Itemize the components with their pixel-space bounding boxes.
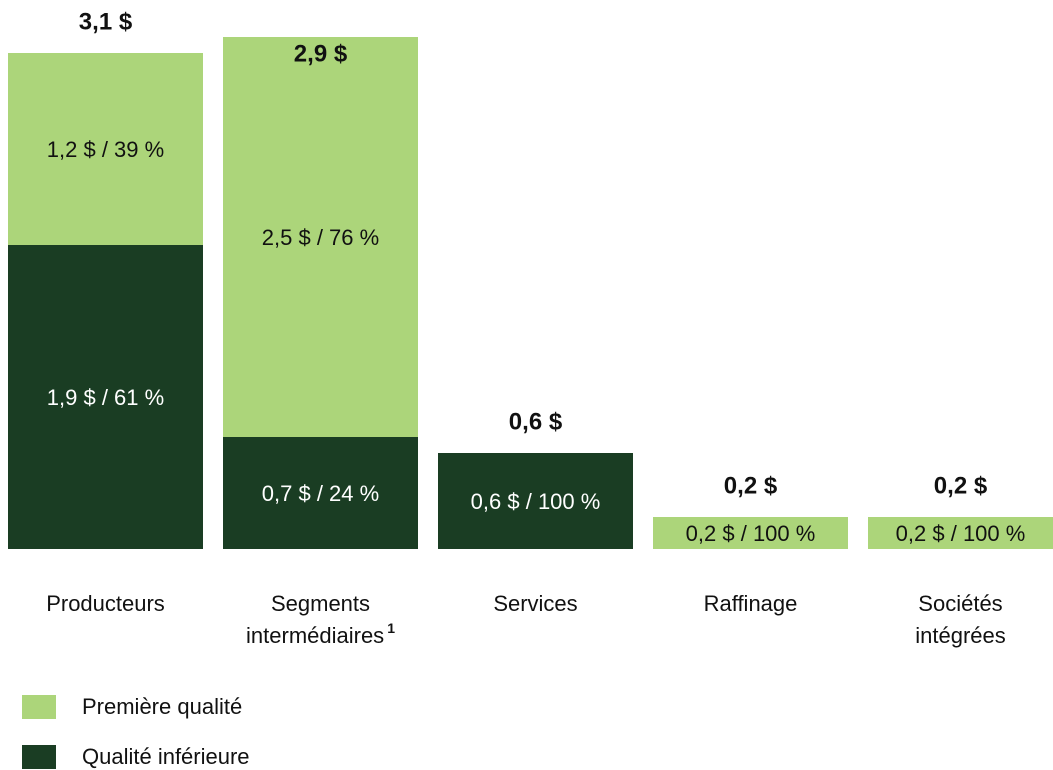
value-label: 0,6 $ / 100 % [471,489,601,514]
value-label: 1,2 $ / 39 % [47,137,164,162]
category-line: Sociétés [918,591,1002,616]
total-label: 2,9 $ [294,40,348,67]
category-label: Raffinage [704,591,798,616]
bar-segment [438,453,633,549]
legend-label: Première qualité [82,694,242,719]
total-label: 0,2 $ [724,472,778,499]
bar-segment [653,517,848,549]
category-label: Segments intermédiaires 1 [246,591,395,648]
value-label: 0,7 $ / 24 % [262,481,379,506]
total-label: 0,2 $ [934,472,988,499]
value-label: 0,2 $ / 100 % [686,521,816,546]
legend-swatch [22,745,56,769]
footnote-mark: 1 [387,620,395,636]
bar-segment [223,37,418,437]
category-label: Services [493,591,577,616]
value-label: 1,9 $ / 61 % [47,385,164,410]
category-line: intégrées [915,623,1006,648]
bar-segment [8,245,203,549]
legend-label: Qualité inférieure [82,744,250,769]
total-label: 3,1 $ [79,8,133,35]
legend-swatch [22,695,56,719]
total-label: 0,6 $ [509,408,563,435]
category-line: intermédiaires [246,623,384,648]
bar-segment [223,437,418,549]
value-label: 2,5 $ / 76 % [262,225,379,250]
category-label: Producteurs [46,591,165,616]
category-line: Segments [271,591,370,616]
value-label: 0,2 $ / 100 % [896,521,1026,546]
category-label: Sociétés intégrées [915,591,1006,648]
bar-segment [8,53,203,245]
bar-segment [868,517,1053,549]
